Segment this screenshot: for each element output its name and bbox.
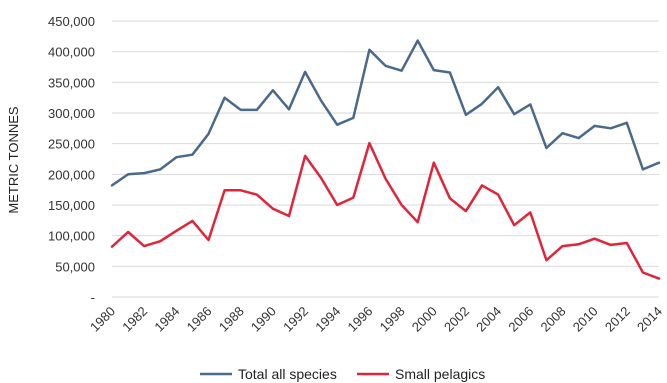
x-tick-label: 1990 [248, 304, 279, 335]
x-tick-label: 1996 [344, 304, 375, 335]
x-tick-label: 1994 [312, 304, 343, 335]
y-tick-label: 300,000 [48, 106, 95, 121]
x-tick-label: 2010 [570, 304, 601, 335]
x-tick-label: 2014 [634, 304, 665, 335]
legend-item: Small pelagics [357, 366, 485, 382]
x-axis-tick-labels: 1980 1982 1984 1986 1988 1990 1992 1994 1996 1998… [87, 304, 665, 335]
y-tick-label: 50,000 [55, 259, 95, 274]
x-tick-label: 2002 [441, 304, 472, 335]
series-line-total-all-species [110, 39, 661, 187]
y-tick-label: - [91, 290, 95, 305]
y-tick-label: 350,000 [48, 75, 95, 90]
y-tick-label: 250,000 [48, 137, 95, 152]
y-tick-label: 200,000 [48, 167, 95, 182]
legend-item: Total all species [200, 366, 337, 382]
x-tick-label: 1998 [377, 304, 408, 335]
legend-label: Small pelagics [395, 366, 485, 382]
y-tick-label: 150,000 [48, 198, 95, 213]
x-tick-label: 2004 [473, 304, 504, 335]
x-tick-label: 2006 [505, 304, 536, 335]
gridlines [112, 20, 659, 298]
x-tick-label: 1980 [87, 304, 118, 335]
legend: Total all species Small pelagics [200, 366, 485, 382]
y-tick-label: 400,000 [48, 45, 95, 60]
x-tick-label: 1992 [280, 304, 311, 335]
series-lines [110, 39, 661, 280]
x-tick-label: 1982 [119, 304, 150, 335]
y-axis-tick-labels: - 50,000 100,000 150,000 200,000 250,000 300,0… [48, 14, 95, 305]
x-tick-label: 1986 [184, 304, 215, 335]
series-line-small-pelagics [110, 141, 661, 280]
x-tick-label: 2012 [602, 304, 633, 335]
legend-label: Total all species [238, 366, 337, 382]
x-tick-label: 2008 [538, 304, 569, 335]
y-tick-label: 450,000 [48, 14, 95, 29]
x-tick-label: 2000 [409, 304, 440, 335]
x-tick-label: 1984 [151, 304, 182, 335]
y-tick-label: 100,000 [48, 229, 95, 244]
x-tick-label: 1988 [216, 304, 247, 335]
y-axis-title: METRIC TONNES [6, 106, 21, 213]
